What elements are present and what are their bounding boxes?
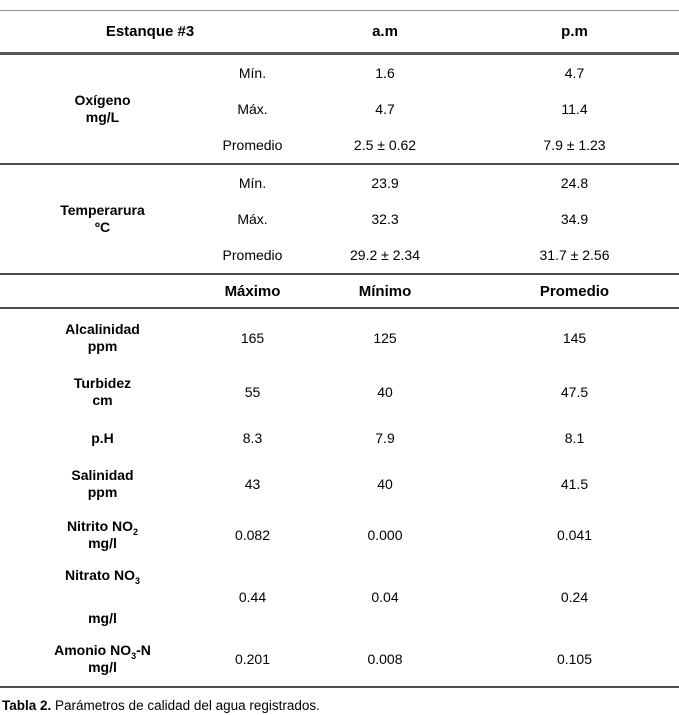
param-name: Salinidad (71, 467, 134, 483)
param-name: Alcalinidad (65, 321, 140, 337)
param-unit: mg/L (85, 109, 120, 125)
value-max: 0.201 (234, 650, 271, 667)
value-avg: 8.1 (564, 430, 585, 446)
value-pm: 11.4 (561, 100, 588, 117)
value-min: 40 (377, 475, 393, 492)
param-unit: mg/l (88, 659, 117, 675)
table-row: Turbidez cm 55 40 47.5 (0, 367, 679, 417)
value-am: 4.7 (375, 100, 395, 117)
param-label-temperatura: Temperarura ºC (0, 165, 205, 273)
value-max: 55 (244, 383, 261, 400)
param-name: Nitrito NO2 (66, 518, 139, 537)
param-name: Nitrato NO3 (64, 567, 140, 586)
col-header-pm: p.m (561, 23, 588, 40)
pond-header: Estanque #3 (105, 23, 195, 40)
value-pm: 4.7 (564, 64, 585, 81)
section-divider (0, 307, 679, 309)
param-label-salinidad: Salinidad ppm (0, 460, 205, 508)
value-avg: 145 (562, 329, 587, 346)
table-row: p.H 8.3 7.9 8.1 (0, 417, 679, 460)
value-max: 43 (244, 475, 261, 492)
col-header-maximo: Máximo (224, 282, 281, 300)
param-name: Amonio NO3-N (54, 642, 151, 661)
header-rule (0, 52, 679, 55)
stat-label: Mín. (238, 174, 267, 191)
param-label-oxigeno: Oxígeno mg/L (0, 55, 205, 163)
param-label-turbidez: Turbidez cm (0, 367, 205, 417)
section-temperatura: Temperarura ºC Mín. 23.9 24.8 Máx. 32.3 … (0, 165, 679, 273)
value-avg: 0.041 (556, 526, 593, 543)
value-am: 2.5 ± 0.62 (353, 136, 417, 153)
param-name: Temperarura (60, 202, 145, 218)
value-am: 32.3 (371, 210, 399, 227)
param-label-alcalinidad: Alcalinidad ppm (0, 309, 205, 367)
stat-label: Mín. (238, 64, 267, 81)
section-divider (0, 163, 679, 165)
param-unit: ppm (87, 484, 118, 500)
param-name: Turbidez (73, 375, 132, 391)
param-label-ph: p.H (0, 417, 205, 460)
value-min: 40 (377, 383, 393, 400)
value-max: 0.44 (238, 588, 267, 605)
stat-label: Promedio (222, 136, 283, 153)
param-unit: mg/l (88, 610, 117, 626)
param-unit: cm (92, 392, 113, 408)
value-avg: 0.105 (556, 650, 593, 667)
stat-label: Promedio (222, 246, 283, 263)
value-min: 125 (373, 329, 397, 346)
value-min: 7.9 (375, 430, 395, 446)
table-row: Salinidad ppm 43 40 41.5 (0, 460, 679, 508)
table-row: Alcalinidad ppm 165 125 145 (0, 309, 679, 367)
header-row-stats: Máximo Mínimo Promedio (0, 275, 679, 307)
value-avg: 47.5 (560, 383, 589, 400)
param-name: p.H (91, 430, 114, 446)
header-row-top: Estanque #3 a.m p.m (0, 11, 679, 52)
top-rule (0, 10, 679, 11)
value-max: 8.3 (242, 430, 263, 446)
value-pm: 24.8 (560, 174, 589, 191)
table-row: Nitrito NO2 mg/l 0.082 0.000 0.041 (0, 508, 679, 562)
value-max: 0.082 (234, 526, 271, 543)
value-pm: 7.9 ± 1.23 (543, 136, 606, 153)
caption-text: Parámetros de calidad del agua registrad… (51, 698, 320, 713)
stat-label: Máx. (237, 100, 268, 117)
value-max: 165 (240, 329, 265, 346)
param-unit: ºC (94, 219, 111, 235)
section-oxigeno: Oxígeno mg/L Mín. 1.6 4.7 Máx. 4.7 11.4 … (0, 55, 679, 163)
value-min: 0.008 (367, 650, 403, 667)
param-label-nitrato: Nitrato NO3 mg/l (0, 562, 205, 632)
value-avg: 41.5 (560, 475, 589, 492)
value-am: 1.6 (375, 64, 395, 81)
value-am: 29.2 ± 2.34 (350, 246, 420, 263)
col-header-am: a.m (372, 23, 398, 40)
param-label-nitrito: Nitrito NO2 mg/l (0, 508, 205, 562)
param-unit: ppm (87, 338, 118, 354)
stat-label: Máx. (237, 210, 268, 227)
value-pm: 34.9 (560, 210, 589, 227)
col-header-promedio: Promedio (539, 282, 610, 300)
section-divider (0, 273, 679, 275)
value-am: 23.9 (371, 174, 399, 191)
caption-label: Tabla 2. (2, 698, 52, 713)
value-min: 0.04 (371, 588, 399, 605)
param-label-amonio: Amonio NO3-N mg/l (0, 632, 205, 686)
bottom-rule (0, 686, 679, 688)
value-avg: 0.24 (560, 588, 589, 605)
table-caption: Tabla 2. Parámetros de calidad del agua … (2, 697, 679, 714)
table-row: Amonio NO3-N mg/l 0.201 0.008 0.105 (0, 632, 679, 686)
value-pm: 31.7 ± 2.56 (539, 246, 610, 263)
param-unit: mg/l (88, 535, 117, 551)
value-min: 0.000 (367, 526, 403, 543)
col-header-minimo: Mínimo (358, 282, 412, 300)
param-name: Oxígeno (74, 92, 131, 108)
table-row: Nitrato NO3 mg/l 0.44 0.04 0.24 (0, 562, 679, 632)
